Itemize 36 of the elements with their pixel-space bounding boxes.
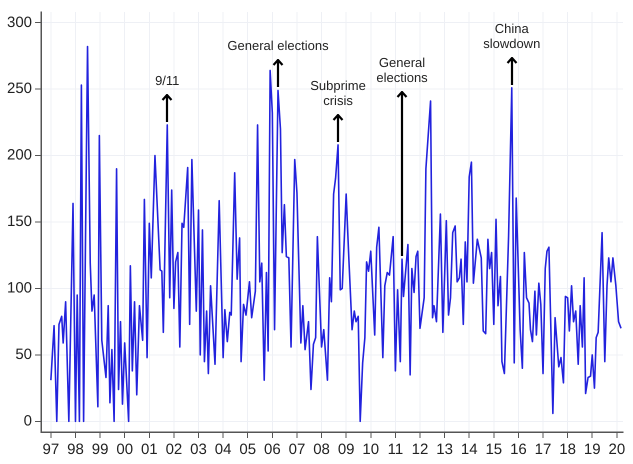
x-tick-label: 12	[412, 441, 428, 458]
x-tick-label: 99	[92, 441, 108, 458]
annotation: Subprime crisis	[310, 78, 366, 108]
x-tick-label: 18	[559, 441, 576, 458]
x-tick-label: 11	[388, 441, 404, 458]
x-tick-label: 10	[362, 441, 380, 458]
x-tick-label: 00	[116, 441, 134, 458]
x-tick-label: 16	[510, 441, 527, 458]
annotation: General elections	[376, 55, 428, 86]
y-tick-label: 200	[6, 146, 32, 164]
x-tick-label: 09	[338, 441, 355, 458]
x-tick-label: 01	[140, 441, 158, 458]
y-tick-label: 100	[6, 280, 32, 297]
x-tick-label: 07	[288, 441, 306, 458]
y-tick-label: 250	[6, 80, 32, 98]
x-tick-label: 19	[584, 441, 601, 458]
x-tick-label: 03	[190, 441, 207, 458]
x-tick-label: 20	[608, 441, 626, 458]
y-tick-label: 150	[6, 213, 32, 230]
x-tick-label: 14	[460, 441, 478, 458]
x-tick-label: 08	[313, 441, 330, 458]
x-tick-label: 04	[214, 441, 232, 458]
annotation: 9/11	[155, 72, 180, 88]
y-tick-label: 0	[24, 412, 32, 430]
x-tick-label: 02	[166, 441, 182, 458]
x-tick-label: 06	[264, 441, 281, 458]
x-tick-label: 05	[239, 441, 256, 458]
y-tick-label: 50	[15, 346, 32, 364]
x-tick-label: 17	[534, 441, 552, 458]
annotation: General elections	[227, 38, 329, 54]
y-tick-label: 300	[6, 14, 32, 31]
x-tick-label: 97	[42, 441, 60, 458]
x-tick-label: 98	[67, 441, 84, 458]
x-tick-label: 13	[436, 441, 453, 458]
x-tick-label: 15	[485, 441, 502, 458]
annotation: China slowdown	[483, 20, 540, 51]
